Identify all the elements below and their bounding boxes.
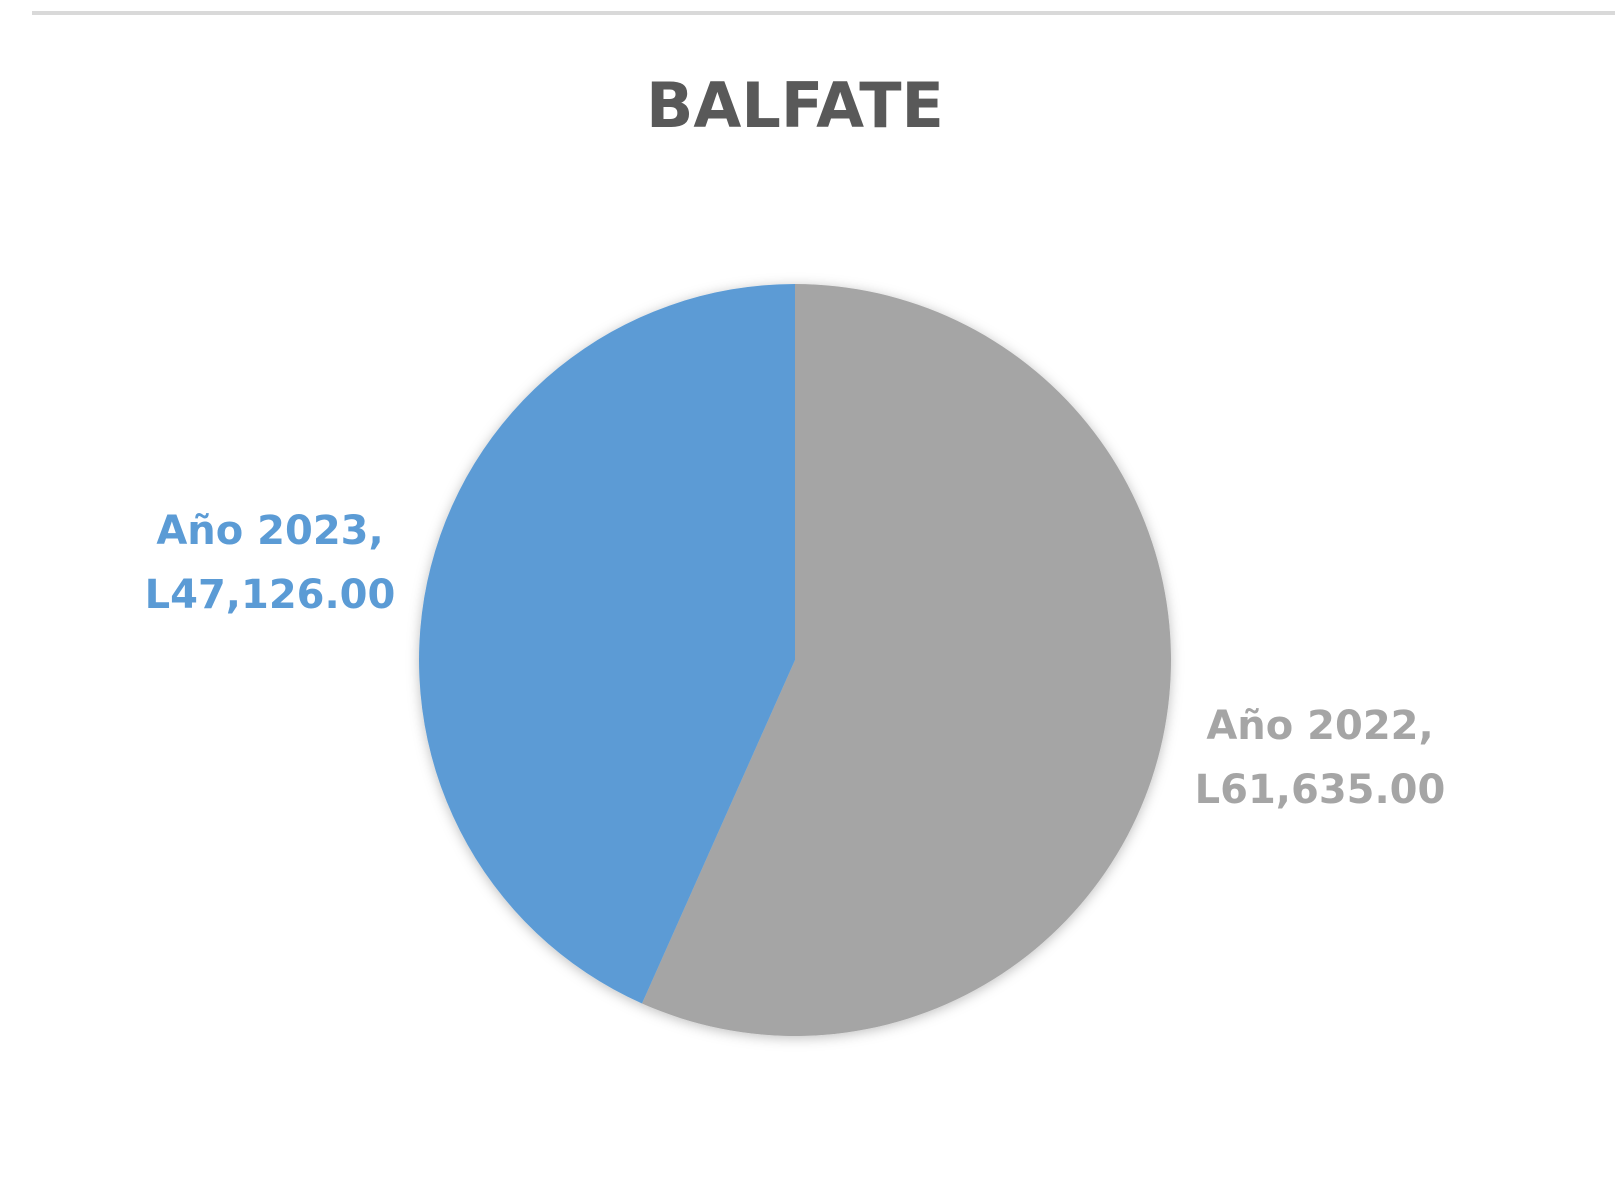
data-label-category: Año 2022, xyxy=(1206,703,1433,749)
chart-title: BALFATE xyxy=(646,69,944,142)
data-label-category: Año 2023, xyxy=(156,508,383,554)
data-label-value: L47,126.00 xyxy=(145,572,396,618)
pie-slice xyxy=(641,284,1171,1036)
pie-slice xyxy=(419,284,795,1004)
pie xyxy=(419,284,1171,1036)
data-label-value: L61,635.00 xyxy=(1195,767,1446,813)
